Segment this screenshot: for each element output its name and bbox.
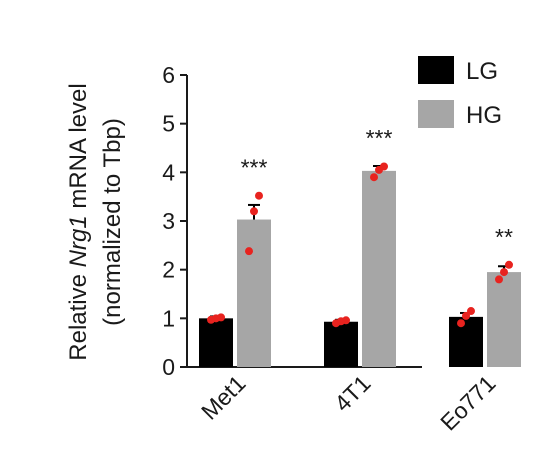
data-point [462,311,470,320]
data-points [207,162,513,328]
significance-marker: ** [495,224,513,250]
data-point [505,260,513,269]
bars [199,170,521,367]
category-label: Eo771 [435,370,500,435]
data-point [342,316,350,325]
legend: LG HG [418,56,502,129]
legend-swatch [418,56,454,84]
data-point [217,313,225,322]
significance-marker: *** [241,155,268,181]
data-point [500,268,508,277]
data-point [495,275,503,284]
y-tick-label: 2 [162,257,175,283]
y-axis-label: Relative Nrg1 mRNA level (normalized to … [65,83,126,360]
data-point [245,247,253,256]
data-point [380,162,388,171]
y-tick-label: 6 [162,62,175,88]
y-axis-label-gene: Nrg1 [65,215,92,267]
y-ticks: 0 1 2 3 4 5 6 [162,62,187,380]
category-label: 4T1 [329,370,375,416]
category-labels: Met1 4T1 Eo771 [196,370,501,435]
y-axis-label-part-1: Relative [65,267,92,360]
significance-marker: *** [366,125,393,151]
data-point [255,191,263,200]
y-axis-label-line2: (normalized to Tbp) [99,118,126,326]
y-tick-label: 1 [162,305,175,331]
significance-markers: ******** [241,125,513,250]
y-axis-label-part-3: mRNA level [65,83,92,215]
data-point [467,307,475,316]
y-tick-label: 5 [162,111,175,137]
legend-swatch [418,100,454,128]
data-point [370,173,378,182]
bar [449,316,483,367]
legend-label: HG [466,102,502,129]
bar [199,318,233,367]
category-label: Met1 [196,370,251,425]
legend-label: LG [466,58,498,85]
data-point [457,319,465,328]
y-axis-label-line1: Relative Nrg1 mRNA level [65,83,92,360]
bar [324,321,358,367]
y-tick-label: 3 [162,208,175,234]
data-point [250,207,258,216]
y-tick-label: 4 [162,159,175,185]
bar [237,219,271,367]
y-tick-label: 0 [162,354,175,380]
bar [362,170,396,367]
bar [487,272,521,367]
